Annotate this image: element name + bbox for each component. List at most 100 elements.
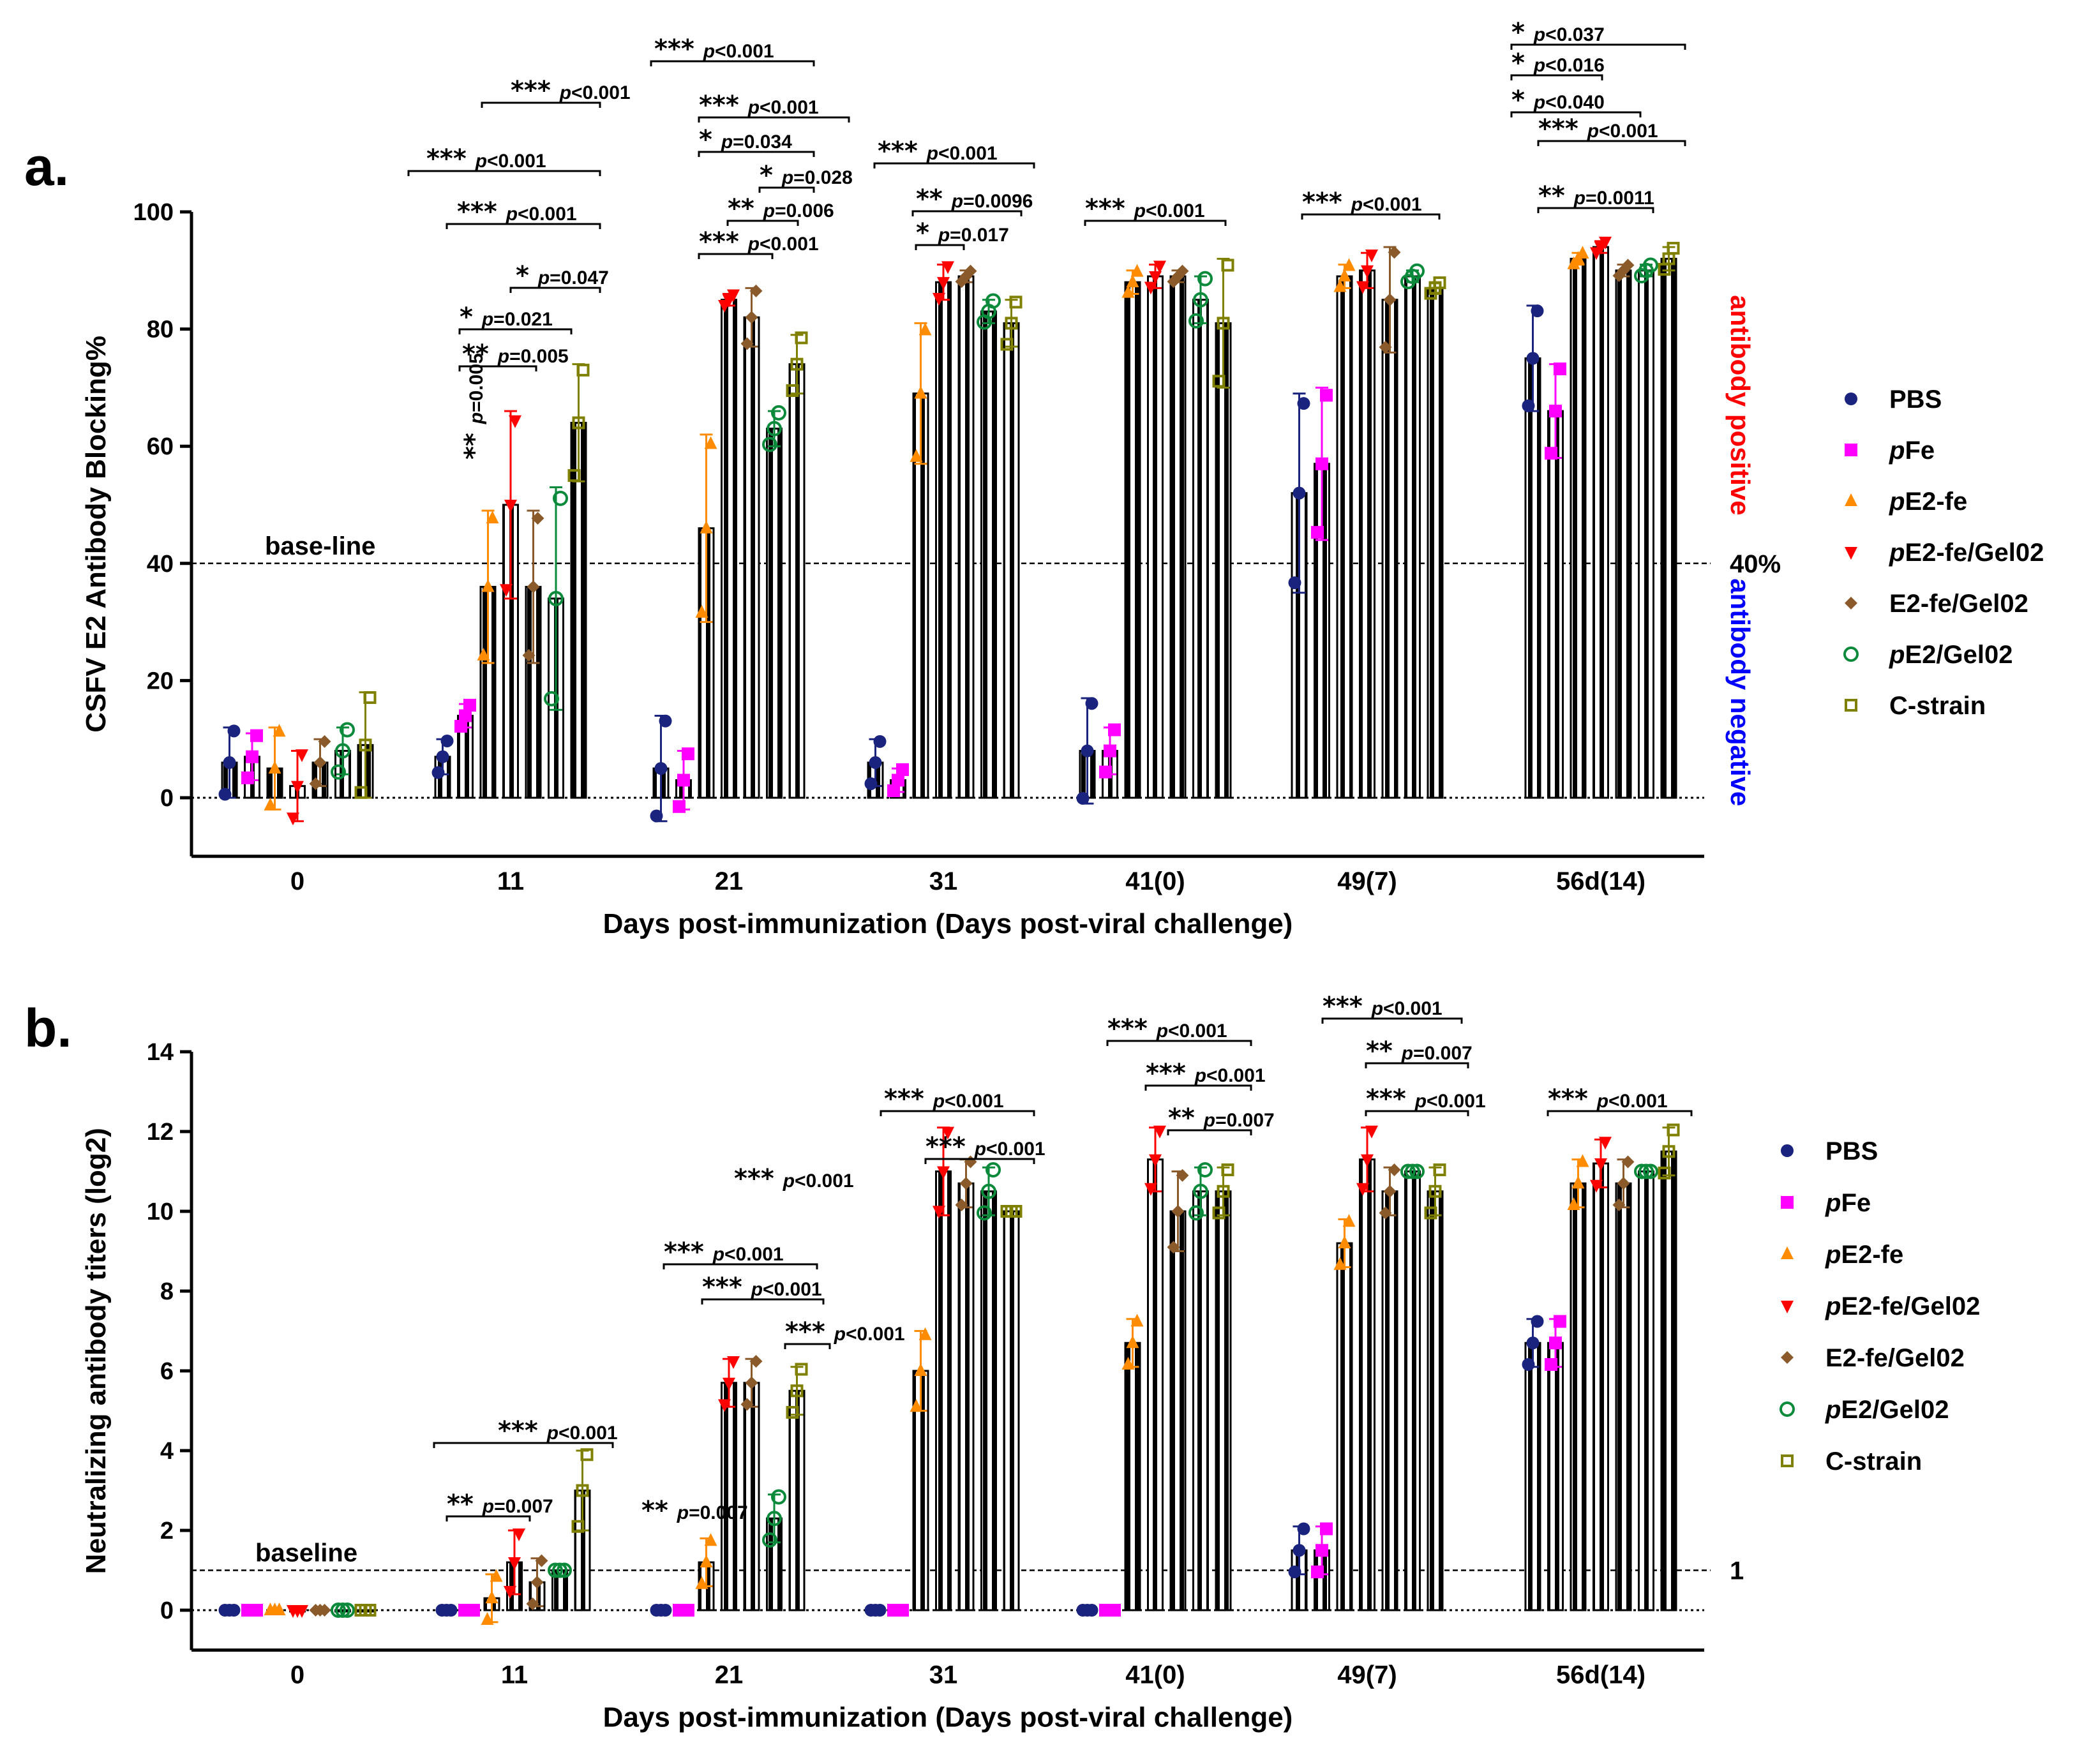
data-point — [296, 1605, 308, 1618]
data-point — [1293, 1544, 1306, 1557]
data-point — [1197, 1162, 1213, 1177]
data-point — [1379, 1206, 1392, 1220]
data-point — [1320, 1522, 1333, 1536]
data-point — [1121, 1357, 1135, 1370]
data-point — [1667, 1123, 1680, 1137]
data-point — [508, 1557, 521, 1570]
data-point — [986, 1162, 1001, 1177]
data-point — [1221, 258, 1234, 272]
data-point — [1176, 264, 1189, 278]
significance-annotation: *** p<0.001 — [884, 1084, 1004, 1114]
data-point — [1590, 1179, 1603, 1193]
significance-bracket — [924, 1158, 1035, 1164]
data-point — [1342, 1214, 1356, 1227]
legend-label: pE2-fe/Gel02 — [1889, 539, 2044, 567]
y-tick-label: 40 — [147, 551, 174, 578]
data-point — [331, 1603, 346, 1618]
significance-annotation: * p=0.021 — [460, 303, 553, 332]
significance-annotation: *** p<0.001 — [699, 227, 819, 257]
significance-annotation: *** p<0.001 — [1146, 1059, 1266, 1088]
data-point — [937, 1166, 950, 1179]
data-point — [552, 1562, 567, 1578]
significance-annotation: * p=0.028 — [760, 161, 853, 190]
data-point — [1409, 263, 1425, 279]
data-point — [509, 415, 521, 428]
data-point — [1108, 1604, 1121, 1617]
legend-label: pE2-fe — [1889, 488, 1967, 516]
data-point — [1522, 1358, 1535, 1371]
bar — [721, 299, 737, 799]
data-point — [740, 1398, 754, 1411]
data-point — [436, 750, 449, 763]
bar — [1615, 269, 1632, 799]
data-point — [1153, 1125, 1166, 1139]
data-point — [485, 1590, 498, 1604]
legend-label: E2-fe/Gel02 — [1825, 1344, 1965, 1372]
data-point — [1379, 341, 1392, 354]
y-axis-title: CSFV E2 Antibody Blocking% — [80, 336, 112, 733]
bar — [1570, 257, 1587, 799]
significance-annotation: * p=0.034 — [699, 125, 792, 154]
data-point — [318, 735, 331, 748]
significance-bracket — [1537, 207, 1654, 213]
data-point — [1388, 1163, 1401, 1176]
data-point — [1293, 486, 1306, 500]
data-point — [250, 1604, 263, 1617]
data-point — [771, 405, 786, 421]
data-point — [1621, 1155, 1635, 1169]
significance-annotation: *** p<0.001 — [734, 1164, 854, 1193]
legend-marker — [1781, 1246, 1794, 1259]
significance-bracket — [1365, 1062, 1469, 1068]
data-point — [659, 714, 672, 728]
data-point — [313, 756, 327, 769]
bar — [1593, 1162, 1609, 1611]
data-point — [1531, 1315, 1544, 1328]
data-point — [548, 590, 564, 606]
x-tick-label: 21 — [715, 1661, 744, 1689]
data-point — [1153, 260, 1166, 274]
data-point — [527, 580, 540, 594]
legend-marker — [1781, 1144, 1794, 1157]
data-point — [1643, 1163, 1658, 1179]
data-point — [268, 761, 281, 774]
data-point — [1405, 1163, 1420, 1179]
significance-bracket — [458, 365, 537, 371]
bar — [980, 1190, 997, 1611]
bar — [1359, 269, 1375, 799]
data-point — [1356, 1183, 1369, 1196]
data-point — [363, 691, 377, 705]
data-point — [740, 337, 754, 350]
y-tick-label: 20 — [147, 668, 174, 694]
data-point — [1361, 1154, 1374, 1167]
data-point — [477, 647, 490, 661]
bar — [935, 1170, 952, 1611]
data-point — [918, 322, 932, 336]
significance-annotation: *** p<0.001 — [1366, 1084, 1486, 1114]
significance-annotation: * p<0.016 — [1511, 49, 1605, 78]
significance-bracket — [698, 253, 774, 259]
y-tick-label: 0 — [160, 785, 174, 812]
data-point — [1638, 1163, 1654, 1179]
bar — [1381, 299, 1398, 799]
data-point — [531, 512, 544, 525]
data-point — [530, 1576, 544, 1589]
data-point — [1383, 293, 1397, 306]
data-point — [914, 385, 927, 399]
data-point — [896, 1604, 909, 1617]
data-point — [1634, 1163, 1649, 1179]
data-point — [1149, 1154, 1162, 1167]
significance-annotation: ** p=0.006 — [728, 194, 834, 223]
data-point — [571, 1520, 585, 1533]
data-point — [767, 1511, 782, 1527]
data-point — [1315, 457, 1328, 470]
reference-line-value: 40% — [1730, 550, 1781, 578]
data-point — [790, 1384, 804, 1398]
data-point — [933, 1206, 945, 1219]
bar — [1524, 357, 1541, 799]
data-point — [1288, 576, 1301, 590]
data-point — [896, 763, 909, 776]
bar — [766, 428, 783, 799]
legend-label: C-strain — [1889, 692, 1986, 720]
bar — [1427, 287, 1444, 799]
data-point — [318, 1604, 331, 1617]
